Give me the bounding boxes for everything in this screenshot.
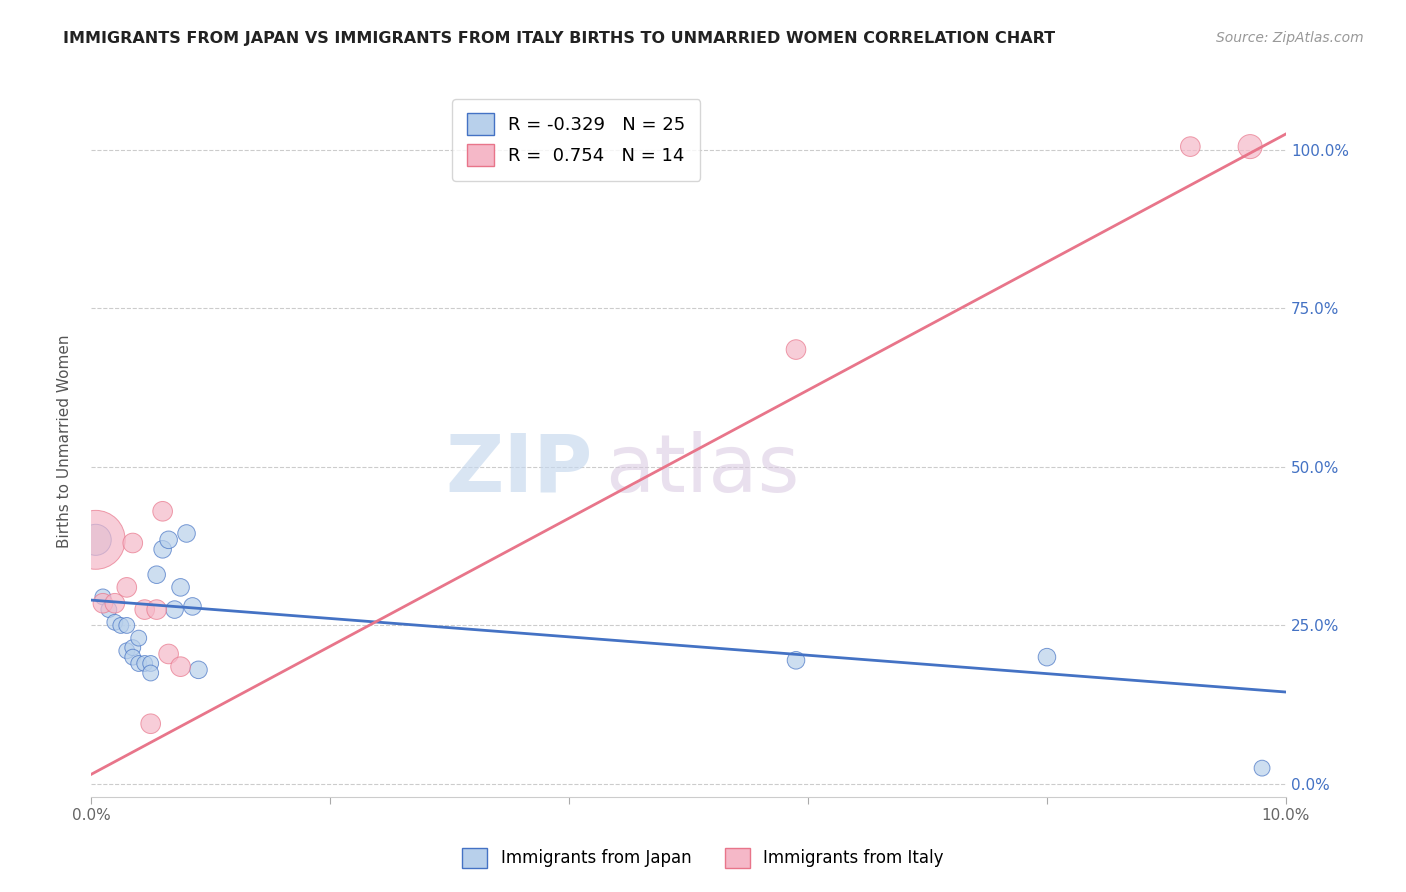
Point	[176, 526, 198, 541]
Point	[152, 542, 174, 557]
Point	[163, 602, 186, 616]
Point	[145, 567, 167, 582]
Point	[157, 647, 180, 661]
Point	[121, 640, 143, 655]
Point	[121, 536, 143, 550]
Point	[91, 590, 114, 604]
Point	[84, 533, 107, 547]
Point	[128, 631, 150, 645]
Point	[84, 533, 107, 547]
Point	[157, 533, 180, 547]
Point	[134, 657, 156, 671]
Point	[785, 343, 807, 357]
Point	[1239, 139, 1261, 153]
Point	[139, 657, 162, 671]
Text: IMMIGRANTS FROM JAPAN VS IMMIGRANTS FROM ITALY BIRTHS TO UNMARRIED WOMEN CORRELA: IMMIGRANTS FROM JAPAN VS IMMIGRANTS FROM…	[63, 31, 1056, 46]
Point	[1036, 650, 1059, 665]
Text: Source: ZipAtlas.com: Source: ZipAtlas.com	[1216, 31, 1364, 45]
Point	[785, 653, 807, 667]
Point	[128, 657, 150, 671]
Point	[139, 665, 162, 680]
Point	[181, 599, 204, 614]
Point	[187, 663, 209, 677]
Point	[97, 602, 120, 616]
Point	[152, 504, 174, 518]
Point	[134, 602, 156, 616]
Point	[115, 581, 138, 595]
Point	[145, 602, 167, 616]
Legend: Immigrants from Japan, Immigrants from Italy: Immigrants from Japan, Immigrants from I…	[456, 841, 950, 875]
Point	[169, 581, 191, 595]
Point	[169, 659, 191, 673]
Point	[104, 615, 127, 630]
Point	[1251, 761, 1274, 775]
Text: ZIP: ZIP	[446, 431, 593, 509]
Point	[1180, 139, 1202, 153]
Legend: R = -0.329   N = 25, R =  0.754   N = 14: R = -0.329 N = 25, R = 0.754 N = 14	[453, 99, 700, 181]
Point	[121, 650, 143, 665]
Point	[115, 644, 138, 658]
Point	[139, 716, 162, 731]
Y-axis label: Births to Unmarried Women: Births to Unmarried Women	[58, 334, 72, 549]
Point	[110, 618, 132, 632]
Point	[115, 618, 138, 632]
Point	[91, 596, 114, 610]
Text: atlas: atlas	[605, 431, 799, 509]
Point	[104, 596, 127, 610]
